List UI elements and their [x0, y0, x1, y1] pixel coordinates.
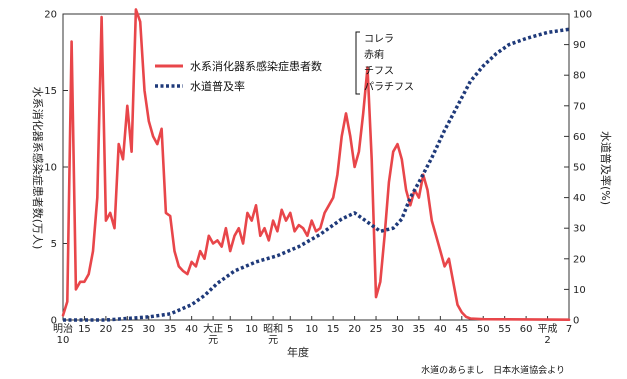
- infection-patients-line: [61, 8, 571, 322]
- y-right-tick-label: 40: [573, 193, 586, 204]
- x-tick-label: 30: [142, 324, 155, 335]
- y-right-tick-label: 70: [573, 101, 586, 112]
- y-right-tick-label: 50: [573, 163, 586, 174]
- x-tick-label: 7: [566, 324, 572, 335]
- y-left-tick-label: 15: [44, 86, 57, 97]
- legend-bracket: [355, 31, 360, 95]
- x-tick-label: 5: [227, 324, 233, 335]
- x-tick-label: 25: [370, 324, 383, 335]
- x-tick-label: 45: [455, 324, 468, 335]
- x-tick-label: 25: [121, 324, 134, 335]
- x-tick-label: 20: [100, 324, 113, 335]
- source-note: 水道のあらまし 日本水道協会より: [421, 364, 565, 376]
- x-tick-label: 明治: [53, 322, 73, 335]
- x-tick-sublabel: 10: [57, 335, 70, 346]
- x-tick-sublabel: 2: [544, 335, 550, 346]
- y-left-tick-label: 20: [44, 10, 57, 21]
- x-tick-label: 昭和: [263, 323, 283, 335]
- y-right-ticks: 0 10 20 30 40 50 60 70 80 90 100: [564, 10, 592, 327]
- x-tick-label: 10: [305, 324, 318, 335]
- legend-disease-3: パラチフス: [364, 81, 414, 93]
- y-left-tick-label: 5: [51, 239, 57, 250]
- y-right-tick-label: 100: [573, 10, 592, 21]
- x-tick-label: 60: [520, 324, 533, 335]
- x-tick-label: 55: [498, 324, 511, 335]
- x-tick-label: 20: [348, 324, 361, 335]
- legend: 水系消化器系感染症患者数 水道普及率 コレラ 赤痢 チフス パラチフス: [155, 31, 414, 95]
- legend-disease-1: 赤痢: [364, 48, 384, 61]
- legend-disease-0: コレラ: [364, 33, 394, 45]
- x-tick-label: 15: [78, 324, 91, 335]
- x-tick-label: 30: [391, 324, 404, 335]
- x-tick-label: 40: [434, 324, 447, 335]
- x-tick-label: 5: [287, 324, 293, 335]
- x-tick-label: 35: [164, 324, 177, 335]
- y-right-tick-label: 80: [573, 71, 586, 82]
- legend-disease-2: チフス: [364, 65, 394, 77]
- legend-label-series1: 水系消化器系感染症患者数: [190, 59, 322, 73]
- water-supply-rate-line: [63, 27, 570, 322]
- y-right-tick-label: 20: [573, 254, 586, 265]
- y-right-tick-label: 30: [573, 224, 586, 235]
- x-tick-label: 大正: [203, 322, 223, 335]
- x-tick-label: 40: [185, 324, 198, 335]
- x-tick-label: 平成: [538, 323, 558, 335]
- y-right-axis-title: 水道普及率(%): [599, 131, 613, 205]
- y-left-tick-label: 10: [44, 163, 57, 174]
- x-tick-label: 10: [245, 324, 258, 335]
- x-tick-sublabel: 元: [268, 335, 278, 346]
- y-right-tick-label: 10: [573, 285, 586, 296]
- y-right-tick-label: 90: [573, 40, 586, 51]
- y-right-tick-label: 60: [573, 132, 586, 143]
- series-layer: [61, 8, 571, 322]
- x-tick-label: 15: [327, 324, 340, 335]
- x-axis-title: 年度: [287, 345, 309, 359]
- y-right-tick-label: 0: [573, 316, 579, 327]
- y-left-axis-title: 水系消化器系感染症患者数(万人): [31, 87, 45, 250]
- legend-label-series2: 水道普及率: [190, 79, 245, 93]
- x-tick-sublabel: 元: [208, 335, 218, 346]
- y-left-ticks: 0 5 10 15 20: [44, 10, 68, 327]
- x-tick-label: 50: [477, 324, 490, 335]
- y-left-tick-label: 0: [51, 316, 57, 327]
- x-tick-label: 35: [413, 324, 426, 335]
